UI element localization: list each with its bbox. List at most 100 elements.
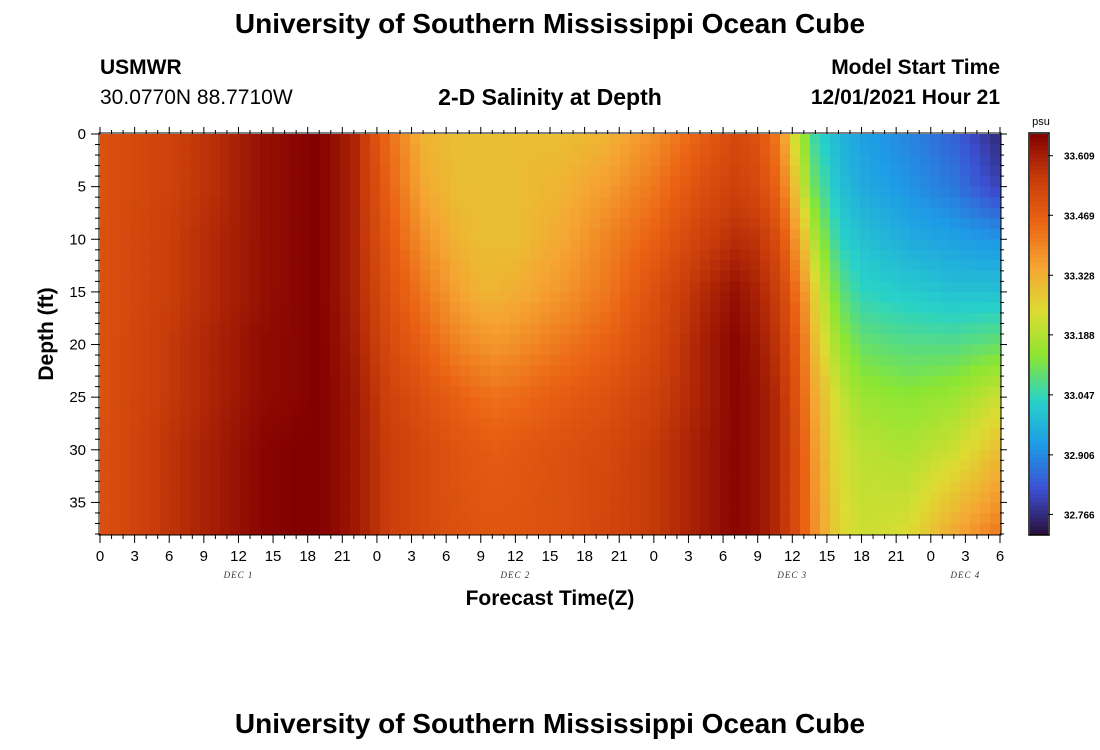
heatmap-cell xyxy=(910,355,921,367)
heatmap-cell xyxy=(560,449,571,461)
heatmap-cell xyxy=(440,270,451,282)
heatmap-cell xyxy=(500,355,511,367)
heatmap-cell xyxy=(920,344,931,356)
heatmap-cell xyxy=(450,312,461,325)
heatmap-cell xyxy=(980,176,991,188)
heatmap-cell xyxy=(740,502,751,514)
heatmap-cell xyxy=(240,355,251,367)
heatmap-cell xyxy=(160,502,171,514)
heatmap-cell xyxy=(470,355,481,367)
heatmap-cell xyxy=(750,365,761,377)
colorbar-segment xyxy=(1030,246,1048,251)
heatmap-cell xyxy=(620,291,631,304)
heatmap-cell xyxy=(150,207,161,219)
heatmap-cell xyxy=(510,197,521,209)
heatmap-cell xyxy=(100,470,111,482)
heatmap-cell xyxy=(160,197,171,209)
heatmap-cell xyxy=(530,418,541,430)
heatmap-cell xyxy=(460,449,471,461)
heatmap-cell xyxy=(130,355,141,367)
heatmap-cell xyxy=(270,312,281,325)
heatmap-cell xyxy=(280,355,291,367)
heatmap-cell xyxy=(860,418,871,430)
heatmap-cell xyxy=(550,155,561,167)
heatmap-cell xyxy=(210,344,221,356)
heatmap-cell xyxy=(970,470,981,482)
colorbar-segment xyxy=(1030,382,1048,387)
heatmap-cell xyxy=(590,165,601,177)
heatmap-cell xyxy=(870,228,881,240)
heatmap-cell xyxy=(770,449,781,461)
heatmap-cell xyxy=(640,418,651,430)
heatmap-cell xyxy=(950,523,961,535)
heatmap-cell xyxy=(460,355,471,367)
heatmap-cell xyxy=(570,407,581,419)
heatmap xyxy=(100,134,1001,535)
heatmap-cell xyxy=(980,491,991,504)
heatmap-cell xyxy=(690,365,701,377)
heatmap-cell xyxy=(150,134,161,146)
heatmap-cell xyxy=(160,481,171,493)
heatmap-cell xyxy=(610,449,621,461)
heatmap-cell xyxy=(270,491,281,504)
heatmap-cell xyxy=(220,281,231,293)
heatmap-cell xyxy=(250,512,261,525)
heatmap-cell xyxy=(890,281,901,293)
heatmap-cell xyxy=(940,439,951,451)
heatmap-cell xyxy=(900,207,911,219)
heatmap-cell xyxy=(820,218,831,230)
heatmap-cell xyxy=(600,491,611,504)
heatmap-cell xyxy=(940,460,951,472)
heatmap-cell xyxy=(940,270,951,282)
heatmap-cell xyxy=(620,249,631,261)
heatmap-cell xyxy=(570,439,581,451)
heatmap-cell xyxy=(900,407,911,419)
heatmap-cell xyxy=(480,186,491,198)
heatmap-cell xyxy=(410,270,421,282)
heatmap-cell xyxy=(170,460,181,472)
heatmap-cell xyxy=(470,523,481,535)
heatmap-cell xyxy=(820,155,831,167)
heatmap-cell xyxy=(230,470,241,482)
heatmap-cell xyxy=(280,365,291,377)
heatmap-cell xyxy=(960,260,971,272)
heatmap-cell xyxy=(690,376,701,388)
heatmap-cell xyxy=(300,491,311,504)
heatmap-cell xyxy=(360,397,371,409)
x-tick-label: 6 xyxy=(719,548,727,565)
x-tick-label: 0 xyxy=(927,548,935,565)
heatmap-cell xyxy=(100,165,111,177)
heatmap-cell xyxy=(440,291,451,304)
heatmap-cell xyxy=(800,281,811,293)
heatmap-cell xyxy=(980,512,991,525)
heatmap-cell xyxy=(650,249,661,261)
heatmap-cell xyxy=(850,302,861,314)
heatmap-cell xyxy=(420,323,431,335)
colorbar-segment xyxy=(1030,270,1048,275)
heatmap-cell xyxy=(540,355,551,367)
heatmap-cell xyxy=(330,239,341,251)
heatmap-cell xyxy=(710,365,721,377)
heatmap-cell xyxy=(890,502,901,514)
heatmap-cell xyxy=(300,344,311,356)
heatmap-cell xyxy=(630,365,641,377)
heatmap-cell xyxy=(570,449,581,461)
heatmap-cell xyxy=(390,407,401,419)
heatmap-cell xyxy=(930,260,941,272)
heatmap-cell xyxy=(340,270,351,282)
heatmap-cell xyxy=(200,281,211,293)
heatmap-cell xyxy=(140,397,151,409)
heatmap-cell xyxy=(810,186,821,198)
heatmap-cell xyxy=(550,323,561,335)
heatmap-cell xyxy=(250,197,261,209)
heatmap-cell xyxy=(200,260,211,272)
heatmap-cell xyxy=(720,386,731,398)
heatmap-cell xyxy=(880,312,891,325)
heatmap-cell xyxy=(430,281,441,293)
heatmap-cell xyxy=(850,228,861,240)
heatmap-cell xyxy=(130,428,141,440)
heatmap-cell xyxy=(470,207,481,219)
heatmap-cell xyxy=(920,228,931,240)
heatmap-cell xyxy=(770,260,781,272)
heatmap-cell xyxy=(530,239,541,251)
